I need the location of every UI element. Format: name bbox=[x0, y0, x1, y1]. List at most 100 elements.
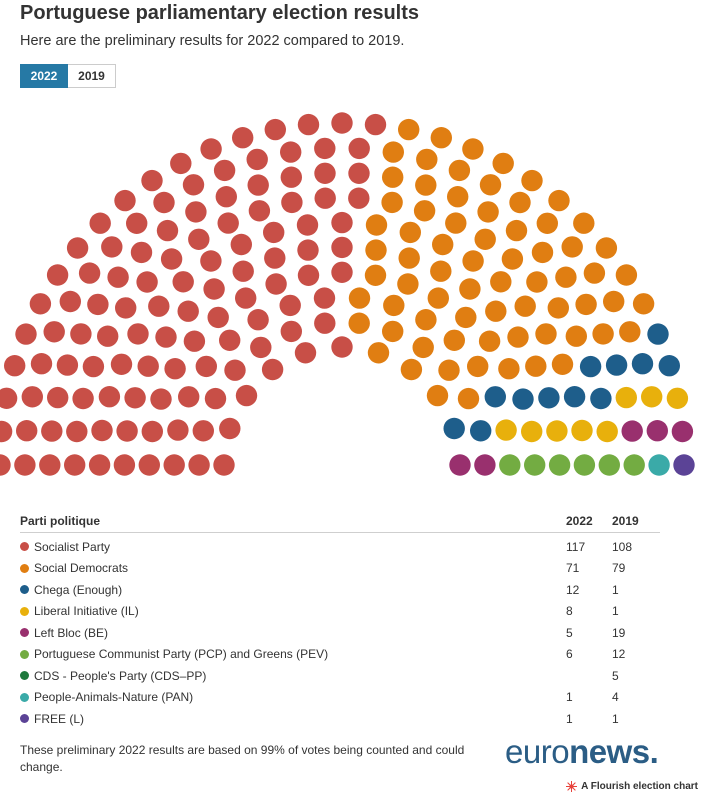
seat-dot[interactable] bbox=[331, 112, 353, 134]
seat-dot[interactable] bbox=[526, 271, 548, 293]
seat-dot[interactable] bbox=[313, 287, 336, 309]
seat-dot[interactable] bbox=[415, 174, 437, 196]
seat-dot[interactable] bbox=[43, 321, 65, 343]
seat-dot[interactable] bbox=[365, 239, 387, 261]
seat-dot[interactable] bbox=[443, 417, 465, 440]
seat-dot[interactable] bbox=[14, 454, 36, 476]
seat-dot[interactable] bbox=[398, 118, 420, 141]
seat-dot[interactable] bbox=[185, 201, 207, 223]
seat-dot[interactable] bbox=[398, 247, 420, 269]
seat-dot[interactable] bbox=[524, 454, 546, 476]
seat-dot[interactable] bbox=[467, 355, 489, 378]
seat-dot[interactable] bbox=[583, 262, 606, 284]
flourish-credit[interactable]: A Flourish election chart bbox=[566, 781, 698, 792]
seat-dot[interactable] bbox=[658, 355, 680, 377]
seat-dot[interactable] bbox=[348, 287, 371, 309]
seat-dot[interactable] bbox=[546, 420, 568, 442]
seat-dot[interactable] bbox=[525, 355, 547, 377]
seat-dot[interactable] bbox=[87, 293, 109, 316]
seat-dot[interactable] bbox=[89, 212, 111, 234]
seat-dot[interactable] bbox=[498, 358, 520, 380]
seat-dot[interactable] bbox=[116, 420, 138, 442]
seat-dot[interactable] bbox=[438, 359, 460, 381]
seat-dot[interactable] bbox=[348, 162, 370, 184]
seat-dot[interactable] bbox=[107, 266, 129, 288]
seat-dot[interactable] bbox=[188, 228, 210, 250]
seat-dot[interactable] bbox=[448, 159, 471, 182]
seat-dot[interactable] bbox=[47, 386, 69, 409]
seat-dot[interactable] bbox=[364, 113, 387, 136]
seat-dot[interactable] bbox=[215, 186, 237, 208]
seat-dot[interactable] bbox=[246, 148, 268, 171]
seat-dot[interactable] bbox=[141, 169, 163, 192]
seat-dot[interactable] bbox=[30, 353, 53, 375]
seat-dot[interactable] bbox=[571, 419, 593, 442]
seat-dot[interactable] bbox=[88, 454, 111, 476]
seat-dot[interactable] bbox=[348, 312, 370, 334]
seat-dot[interactable] bbox=[235, 287, 257, 309]
seat-dot[interactable] bbox=[509, 191, 531, 214]
seat-dot[interactable] bbox=[177, 300, 199, 322]
seat-dot[interactable] bbox=[297, 239, 319, 261]
seat-dot[interactable] bbox=[219, 329, 241, 351]
seat-dot[interactable] bbox=[281, 191, 303, 214]
seat-dot[interactable] bbox=[66, 420, 88, 443]
seat-dot[interactable] bbox=[280, 141, 302, 163]
seat-dot[interactable] bbox=[217, 212, 239, 234]
seat-dot[interactable] bbox=[113, 454, 136, 476]
seat-dot[interactable] bbox=[294, 342, 317, 364]
seat-dot[interactable] bbox=[188, 454, 210, 476]
seat-dot[interactable] bbox=[70, 323, 92, 345]
seat-dot[interactable] bbox=[66, 237, 89, 259]
seat-dot[interactable] bbox=[200, 138, 222, 160]
seat-dot[interactable] bbox=[0, 420, 13, 443]
seat-dot[interactable] bbox=[138, 454, 160, 476]
seat-dot[interactable] bbox=[213, 454, 235, 476]
seat-dot[interactable] bbox=[615, 386, 637, 409]
seat-dot[interactable] bbox=[565, 325, 587, 347]
seat-dot[interactable] bbox=[485, 300, 507, 322]
seat-dot[interactable] bbox=[399, 221, 421, 244]
seat-dot[interactable] bbox=[204, 387, 227, 410]
seat-dot[interactable] bbox=[98, 386, 121, 408]
seat-dot[interactable] bbox=[514, 295, 536, 317]
seat-dot[interactable] bbox=[4, 355, 26, 377]
seat-dot[interactable] bbox=[59, 290, 81, 313]
seat-dot[interactable] bbox=[474, 228, 496, 250]
seat-dot[interactable] bbox=[590, 387, 612, 410]
seat-dot[interactable] bbox=[331, 236, 353, 259]
seat-dot[interactable] bbox=[97, 325, 119, 347]
seat-dot[interactable] bbox=[248, 200, 271, 222]
seat-dot[interactable] bbox=[547, 297, 569, 319]
seat-dot[interactable] bbox=[548, 454, 571, 476]
seat-dot[interactable] bbox=[596, 420, 618, 443]
seat-dot[interactable] bbox=[457, 387, 480, 410]
seat-dot[interactable] bbox=[603, 290, 625, 313]
seat-dot[interactable] bbox=[141, 420, 163, 443]
seat-dot[interactable] bbox=[230, 233, 252, 256]
seat-dot[interactable] bbox=[280, 320, 302, 343]
seat-dot[interactable] bbox=[462, 250, 484, 272]
seat-dot[interactable] bbox=[561, 236, 583, 258]
seat-dot[interactable] bbox=[279, 294, 301, 317]
seat-dot[interactable] bbox=[551, 353, 574, 375]
seat-dot[interactable] bbox=[41, 420, 63, 442]
seat-dot[interactable] bbox=[632, 293, 655, 315]
seat-dot[interactable] bbox=[445, 212, 467, 234]
seat-dot[interactable] bbox=[573, 454, 596, 476]
seat-dot[interactable] bbox=[492, 152, 514, 175]
seat-dot[interactable] bbox=[0, 387, 18, 409]
seat-dot[interactable] bbox=[478, 330, 501, 352]
seat-dot[interactable] bbox=[521, 420, 543, 443]
seat-dot[interactable] bbox=[505, 219, 528, 242]
seat-dot[interactable] bbox=[427, 287, 449, 309]
seat-dot[interactable] bbox=[666, 387, 689, 409]
seat-dot[interactable] bbox=[155, 326, 177, 348]
seat-dot[interactable] bbox=[39, 454, 61, 476]
seat-dot[interactable] bbox=[648, 454, 670, 476]
seat-dot[interactable] bbox=[280, 166, 302, 188]
seat-dot[interactable] bbox=[78, 262, 101, 284]
seat-dot[interactable] bbox=[619, 321, 641, 343]
seat-dot[interactable] bbox=[615, 264, 638, 286]
seat-dot[interactable] bbox=[160, 248, 183, 270]
